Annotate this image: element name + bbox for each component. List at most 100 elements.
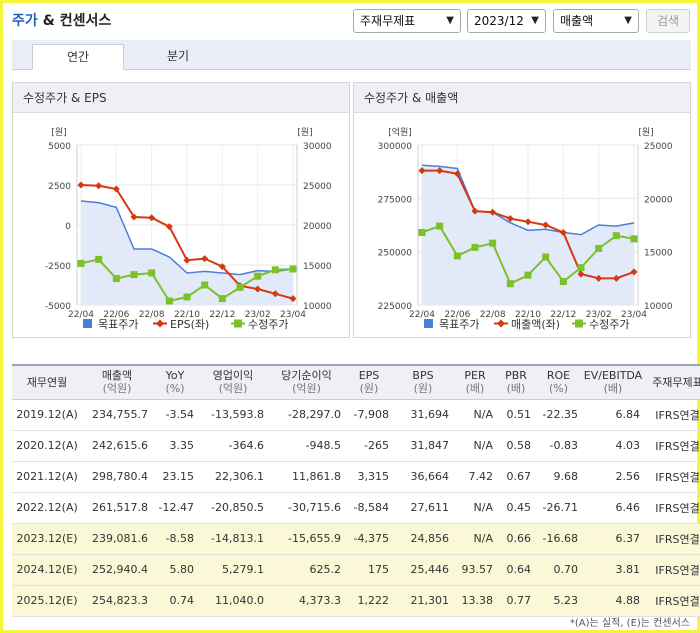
eps-chart-panel: 수정주가 & EPS 5000 2500 0 -2500 -5000 30000 25000…: [12, 82, 350, 338]
adjusted-price-point: [77, 259, 85, 267]
table-cell: -14,813.1: [198, 523, 268, 555]
left-tick-label: -2500: [45, 262, 71, 272]
right-axis-unit: [원]: [297, 127, 312, 138]
table-cell: IFRS연결: [644, 461, 700, 493]
metric-select[interactable]: 매출액 ▼: [553, 9, 639, 33]
legend-label: 수정주가: [589, 318, 629, 331]
table-cell: 2024.12(E): [12, 554, 82, 586]
column-header-label: 매출액: [101, 369, 133, 383]
left-tick-label: 225000: [378, 302, 413, 312]
table-cell: 0.74: [152, 585, 198, 617]
x-tick-label: 22/04: [409, 310, 435, 320]
table-cell: 254,823.3: [82, 585, 152, 617]
primary-series-point: [524, 218, 532, 226]
x-tick-label: 22/12: [209, 310, 235, 320]
x-tick-label: 22/12: [550, 310, 576, 320]
table-cell: IFRS연결: [644, 430, 700, 462]
table-cell: 7.42: [453, 461, 497, 493]
adjusted-price-point: [254, 272, 262, 280]
adjusted-price-point: [542, 253, 550, 261]
primary-series-point: [612, 274, 620, 282]
search-button[interactable]: 검색: [646, 9, 690, 33]
table-cell: 6.84: [582, 399, 644, 431]
table-cell: -4,375: [345, 523, 393, 555]
table-cell: 4.03: [582, 430, 644, 462]
column-header-unit: (배): [465, 382, 485, 396]
table-cell: 5.23: [535, 585, 582, 617]
column-header-label: 영업이익: [212, 369, 254, 383]
eps-chart: 500025000-2500-5000300002500020000150001…: [45, 127, 332, 331]
table-cell: 0.64: [497, 554, 535, 586]
adjusted-price-point: [489, 239, 497, 247]
table-cell: N/A: [453, 492, 497, 524]
column-header-label: 주재무제표: [652, 375, 700, 389]
tab-quarterly[interactable]: 분기: [166, 49, 190, 63]
table-cell: 1,222: [345, 585, 393, 617]
column-header-label: BPS: [412, 369, 434, 383]
adjusted-price-point: [201, 281, 209, 289]
page-title-highlight: 주가: [12, 13, 38, 29]
table-cell: 298,780.4: [82, 461, 152, 493]
table-cell: 3,315: [345, 461, 393, 493]
right-tick-label: 25000: [644, 142, 673, 152]
adjusted-price-point: [524, 271, 532, 279]
table-cell: -15,655.9: [268, 523, 345, 555]
adjusted-price-point: [271, 266, 279, 274]
adjusted-price-point: [183, 293, 191, 301]
primary-series-point: [254, 285, 262, 293]
primary-series-point: [148, 214, 156, 222]
table-cell: IFRS연결: [644, 492, 700, 524]
basis-select[interactable]: 주재무제표 ▼: [353, 9, 461, 33]
adjusted-price-point: [418, 228, 426, 236]
right-axis-unit: [원]: [638, 127, 653, 138]
x-tick-label: 22/10: [174, 310, 200, 320]
footnote: *(A)는 실적, (E)는 컨센서스: [569, 618, 690, 629]
table-cell: -8.58: [152, 523, 198, 555]
table-cell: 11,040.0: [198, 585, 268, 617]
right-tick-label: 15000: [644, 249, 673, 259]
table-cell: 4,373.3: [268, 585, 345, 617]
period-select[interactable]: 2023/12 ▼: [467, 9, 546, 33]
column-header: ROE (%): [535, 364, 582, 400]
right-tick-label: 20000: [303, 222, 332, 232]
legend-label: 매출액(좌): [511, 318, 560, 331]
table-body: 2019.12(A) 234,755.7 -3.54 -13,593.8 -28,297…: [12, 399, 700, 617]
adjusted-price-point: [577, 264, 585, 272]
table-cell: 93.57: [453, 554, 497, 586]
adjusted-price-point: [236, 283, 244, 291]
metric-select-value: 매출액: [560, 14, 594, 28]
x-tick-label: 23/04: [621, 310, 647, 320]
table-cell: 0.51: [497, 399, 535, 431]
adjusted-price-point: [471, 243, 479, 251]
table-cell: -0.83: [535, 430, 582, 462]
table-cell: 4.88: [582, 585, 644, 617]
legend-swatch: [83, 319, 92, 328]
table-cell: -13,593.8: [198, 399, 268, 431]
column-header-label: EPS: [358, 369, 380, 383]
tab-annual[interactable]: 연간: [32, 44, 124, 70]
x-tick-label: 22/04: [68, 310, 94, 320]
table-cell: 22,306.1: [198, 461, 268, 493]
table-cell: 27,611: [393, 492, 453, 524]
table-row: 2024.12(E) 252,940.4 5.80 5,279.1 625.2 175 25…: [12, 554, 700, 586]
table-cell: 0.58: [497, 430, 535, 462]
table-row: 2020.12(A) 242,615.6 3.35 -364.6 -948.5 -265 3…: [12, 430, 700, 462]
column-header-unit: (억원): [218, 382, 248, 396]
table-cell: 36,664: [393, 461, 453, 493]
table-cell: 24,856: [393, 523, 453, 555]
left-axis-unit: [원]: [51, 127, 66, 138]
table-cell: 6.46: [582, 492, 644, 524]
adjusted-price-point: [148, 269, 156, 277]
table-cell: -948.5: [268, 430, 345, 462]
column-header-unit: (배): [506, 382, 526, 396]
column-header: 영업이익 (억원): [198, 364, 268, 400]
table-cell: -364.6: [198, 430, 268, 462]
table-cell: 31,847: [393, 430, 453, 462]
table-cell: 6.37: [582, 523, 644, 555]
table-cell: -22.35: [535, 399, 582, 431]
table-cell: 0.70: [535, 554, 582, 586]
left-axis-unit: [억원]: [388, 126, 412, 138]
table-cell: -12.47: [152, 492, 198, 524]
eps-chart-title: 수정주가 & EPS: [13, 83, 349, 113]
